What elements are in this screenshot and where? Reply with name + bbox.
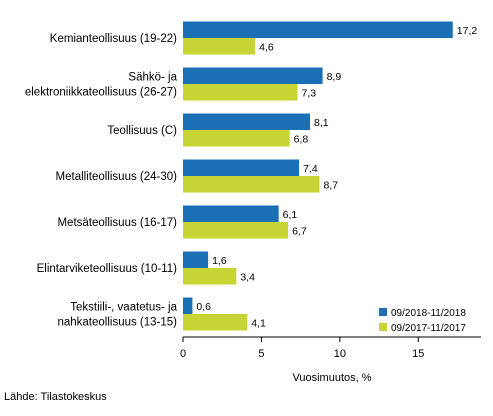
data-label: 8,7: [323, 179, 338, 191]
bar: [183, 130, 290, 147]
data-label: 6,8: [294, 133, 309, 145]
bar: [183, 205, 279, 222]
category-label: Tekstiili-, vaatetus- ja: [70, 302, 177, 314]
category-label: elektroniikkateollisuus (26-27): [25, 87, 177, 99]
data-label: 6,7: [292, 225, 307, 237]
category-label: Kemianteollisuus (19-22): [50, 33, 177, 45]
bar: [183, 159, 300, 176]
data-label: 17,2: [457, 25, 478, 37]
data-label: 4,6: [259, 41, 274, 53]
data-label: 0,6: [196, 301, 211, 313]
category-label: nahkateollisuus (13-15): [57, 317, 177, 329]
data-label: 8,9: [327, 71, 342, 83]
category-label: Sähkö- ja: [128, 72, 177, 84]
bar: [183, 222, 289, 239]
data-label: 4,1: [251, 317, 266, 329]
legend: 09/2018-11/2018 09/2017-11/2017: [379, 308, 466, 334]
x-axis: 0 5 10 15 Vuosimuutos, %: [180, 336, 481, 384]
data-label: 3,4: [240, 271, 255, 283]
bar: [183, 113, 311, 130]
legend-label: 09/2017-11/2017: [391, 323, 466, 334]
bar: [183, 84, 298, 101]
category-label: Metsäteollisuus (16-17): [57, 217, 177, 229]
legend-label: 09/2018-11/2018: [391, 308, 466, 319]
data-label: 6,1: [283, 209, 298, 221]
legend-swatch: [379, 323, 387, 331]
bar: [183, 176, 320, 193]
bar: [183, 314, 248, 331]
data-label: 7,3: [301, 87, 316, 99]
x-tick-label: 0: [180, 348, 186, 360]
x-tick-label: 15: [412, 348, 424, 360]
bar: [183, 38, 256, 55]
bar: [183, 251, 209, 268]
data-label: 1,6: [212, 255, 227, 267]
bar: [183, 268, 237, 285]
source-note: Lähde: Tilastokeskus: [4, 391, 107, 403]
bar: [183, 67, 323, 84]
data-label: 7,4: [303, 163, 318, 175]
x-tick-label: 10: [334, 348, 346, 360]
bars-group: 17,2 4,6 8,9 7,3 8,1 6,8 7,4 8,7 6,1 6,7 1,6 3,4 0,6…: [183, 21, 478, 331]
bar: [183, 21, 453, 38]
bar: [183, 297, 193, 314]
x-axis-title: Vuosimuutos, %: [292, 372, 371, 384]
x-tick-label: 5: [258, 348, 264, 360]
category-label: Metalliteollisuus (24-30): [56, 171, 178, 183]
data-label: 8,1: [314, 117, 329, 129]
legend-swatch: [379, 308, 387, 316]
category-label: Elintarviketeollisuus (10-11): [37, 263, 178, 275]
category-labels: Kemianteollisuus (19-22) Sähkö- ja elektro…: [25, 33, 178, 329]
category-label: Teollisuus (C): [107, 125, 177, 137]
